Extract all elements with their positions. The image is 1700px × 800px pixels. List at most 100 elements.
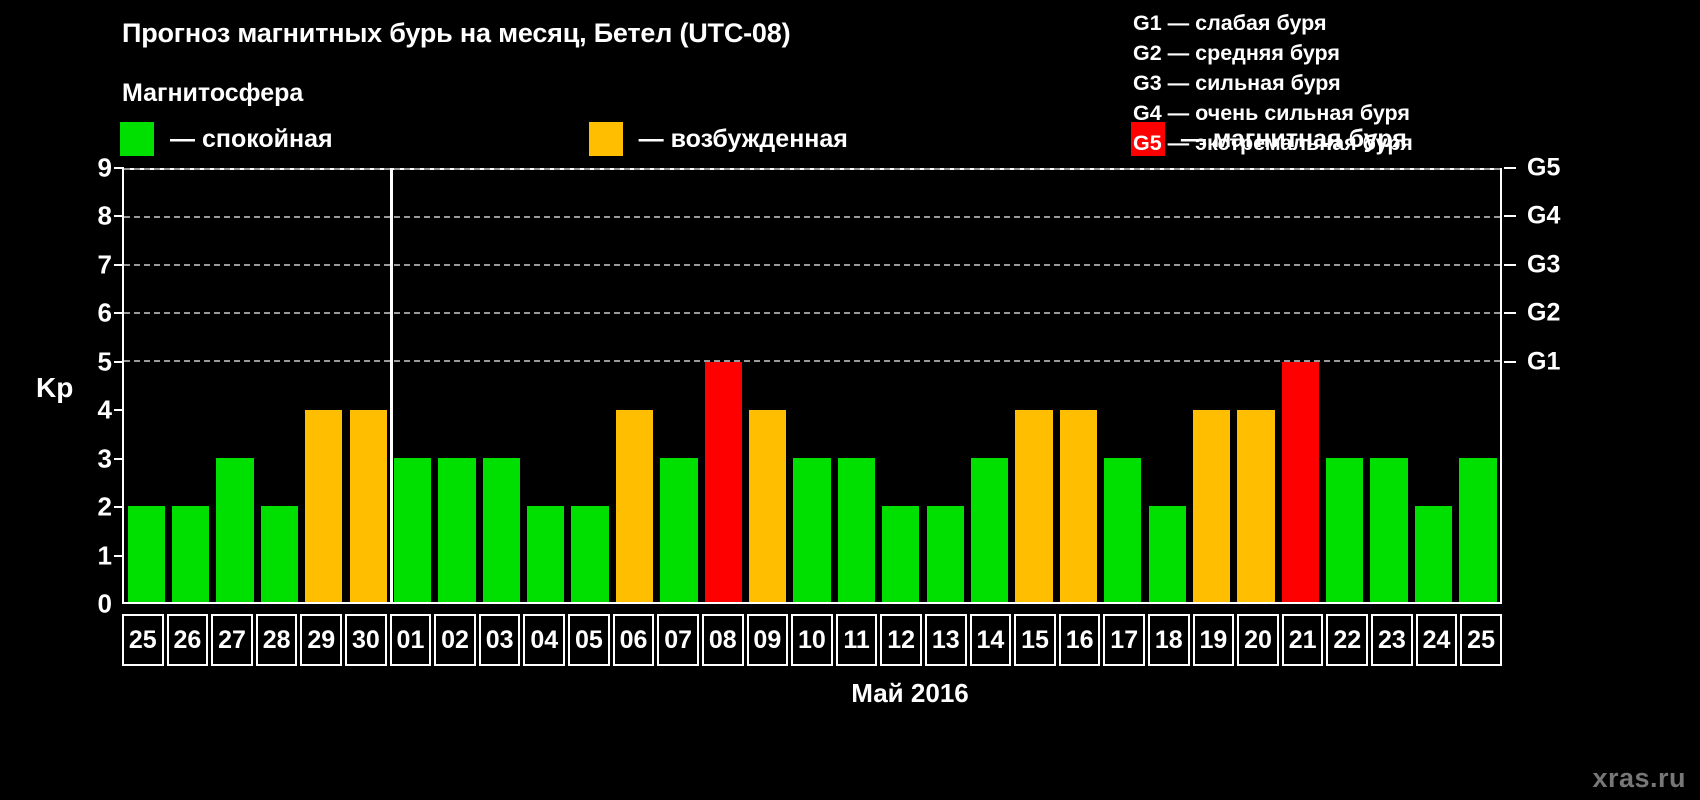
day-label-11[interactable]: 06	[612, 614, 655, 666]
y-tick-label-6: 6	[97, 297, 112, 328]
bar-day-16[interactable]	[1059, 410, 1098, 602]
day-label-1[interactable]: 26	[166, 614, 209, 666]
bar-day-06[interactable]	[615, 410, 654, 602]
legend-entry-quiet: — спокойная	[120, 122, 333, 156]
y-tick-label-1: 1	[97, 540, 112, 571]
g-tick-mark-g2	[1504, 312, 1516, 315]
y-tick-label-8: 8	[97, 200, 112, 231]
day-label-16[interactable]: 11	[835, 614, 878, 666]
day-label-3[interactable]: 28	[255, 614, 298, 666]
bar-day-23[interactable]	[1370, 458, 1408, 602]
bar-day-04[interactable]	[527, 506, 565, 602]
bar-day-27[interactable]	[216, 458, 254, 602]
g-axis-label-g1: G1	[1527, 347, 1561, 376]
bar-day-01[interactable]	[393, 458, 432, 602]
bar-day-21[interactable]	[1281, 362, 1319, 602]
bar-slot-19	[967, 170, 1011, 602]
bar-day-05[interactable]	[571, 506, 609, 602]
day-label-15[interactable]: 10	[791, 614, 833, 666]
day-label-4[interactable]: 29	[300, 614, 343, 666]
bar-day-03[interactable]	[482, 458, 520, 602]
legend-swatch-quiet	[120, 122, 154, 156]
bar-day-13[interactable]	[926, 506, 964, 602]
bar-day-17[interactable]	[1104, 458, 1142, 602]
bar-slot-27	[1323, 170, 1367, 602]
day-label-29[interactable]: 24	[1415, 614, 1458, 666]
day-label-12[interactable]: 07	[657, 614, 699, 666]
bar-day-11[interactable]	[837, 458, 876, 602]
bar-slot-28	[1367, 170, 1411, 602]
bar-day-20[interactable]	[1237, 410, 1275, 602]
bar-day-24[interactable]	[1414, 506, 1453, 602]
bar-day-14[interactable]	[970, 458, 1009, 602]
bar-slot-9	[524, 170, 568, 602]
day-label-23[interactable]: 18	[1148, 614, 1190, 666]
y-tick-mark-9	[114, 167, 124, 169]
y-tick-label-0: 0	[97, 588, 112, 619]
day-label-18[interactable]: 13	[924, 614, 967, 666]
bar-day-07[interactable]	[660, 458, 698, 602]
g-axis-label-g3: G3	[1527, 250, 1561, 279]
day-label-13[interactable]: 08	[701, 614, 744, 666]
bar-slot-7	[435, 170, 479, 602]
bar-day-19[interactable]	[1192, 410, 1231, 602]
bar-day-08[interactable]	[704, 362, 742, 602]
legend-entry-storm: — магнитная буря	[1130, 122, 1407, 156]
day-label-14[interactable]: 09	[746, 614, 789, 666]
bar-day-26[interactable]	[171, 506, 210, 602]
day-label-9[interactable]: 04	[523, 614, 566, 666]
bar-slot-30	[1456, 170, 1500, 602]
day-label-26[interactable]: 21	[1281, 614, 1324, 666]
day-label-19[interactable]: 14	[969, 614, 1012, 666]
bar-day-30[interactable]	[349, 410, 387, 602]
y-tick-mark-2	[114, 506, 124, 509]
month-divider	[390, 170, 394, 602]
bar-slot-3	[257, 170, 301, 602]
day-label-27[interactable]: 22	[1326, 614, 1369, 666]
bar-day-22[interactable]	[1326, 458, 1364, 602]
bar-day-18[interactable]	[1148, 506, 1186, 602]
y-tick-mark-7	[114, 263, 124, 266]
y-tick-mark-1	[114, 554, 124, 557]
bar-slot-2	[213, 170, 257, 602]
legend-swatch-unsettled	[588, 122, 623, 156]
gscale-legend-row-1: G1 — слабая буря	[1133, 11, 1327, 35]
bar-slot-14	[745, 170, 789, 602]
gridline-kp-9	[124, 168, 1500, 170]
bar-day-25[interactable]	[1459, 458, 1497, 602]
bar-day-12[interactable]	[882, 506, 920, 602]
g-tick-mark-g1	[1504, 360, 1516, 363]
bars-layer	[124, 170, 1500, 602]
bar-day-02[interactable]	[438, 458, 476, 602]
bar-day-10[interactable]	[793, 458, 831, 602]
bar-slot-0	[124, 170, 168, 602]
gscale-legend-row-2: G2 — средняя буря	[1133, 41, 1340, 65]
y-tick-mark-8	[114, 215, 124, 218]
day-label-10[interactable]: 05	[568, 614, 610, 666]
day-label-2[interactable]: 27	[211, 614, 253, 666]
day-label-25[interactable]: 20	[1237, 614, 1279, 666]
legend-heading: Магнитосфера	[122, 79, 304, 107]
bar-day-25[interactable]	[127, 506, 165, 602]
bar-day-28[interactable]	[260, 506, 298, 602]
day-label-0[interactable]: 25	[122, 614, 164, 666]
day-label-28[interactable]: 23	[1371, 614, 1413, 666]
day-label-22[interactable]: 17	[1103, 614, 1146, 666]
day-label-17[interactable]: 12	[880, 614, 922, 666]
day-label-6[interactable]: 01	[389, 614, 432, 666]
bar-slot-29	[1411, 170, 1455, 602]
day-label-7[interactable]: 02	[434, 614, 476, 666]
bar-day-09[interactable]	[749, 410, 787, 602]
day-label-5[interactable]: 30	[345, 614, 387, 666]
day-label-30[interactable]: 25	[1460, 614, 1502, 666]
gridline-kp-6	[124, 312, 1500, 315]
day-label-8[interactable]: 03	[478, 614, 521, 666]
g-tick-mark-g5	[1504, 167, 1516, 169]
day-label-24[interactable]: 19	[1192, 614, 1235, 666]
bar-slot-10	[568, 170, 612, 602]
bar-day-15[interactable]	[1015, 410, 1053, 602]
bar-slot-5	[346, 170, 390, 602]
day-label-21[interactable]: 16	[1058, 614, 1101, 666]
bar-day-29[interactable]	[305, 410, 343, 602]
day-label-20[interactable]: 15	[1014, 614, 1056, 666]
